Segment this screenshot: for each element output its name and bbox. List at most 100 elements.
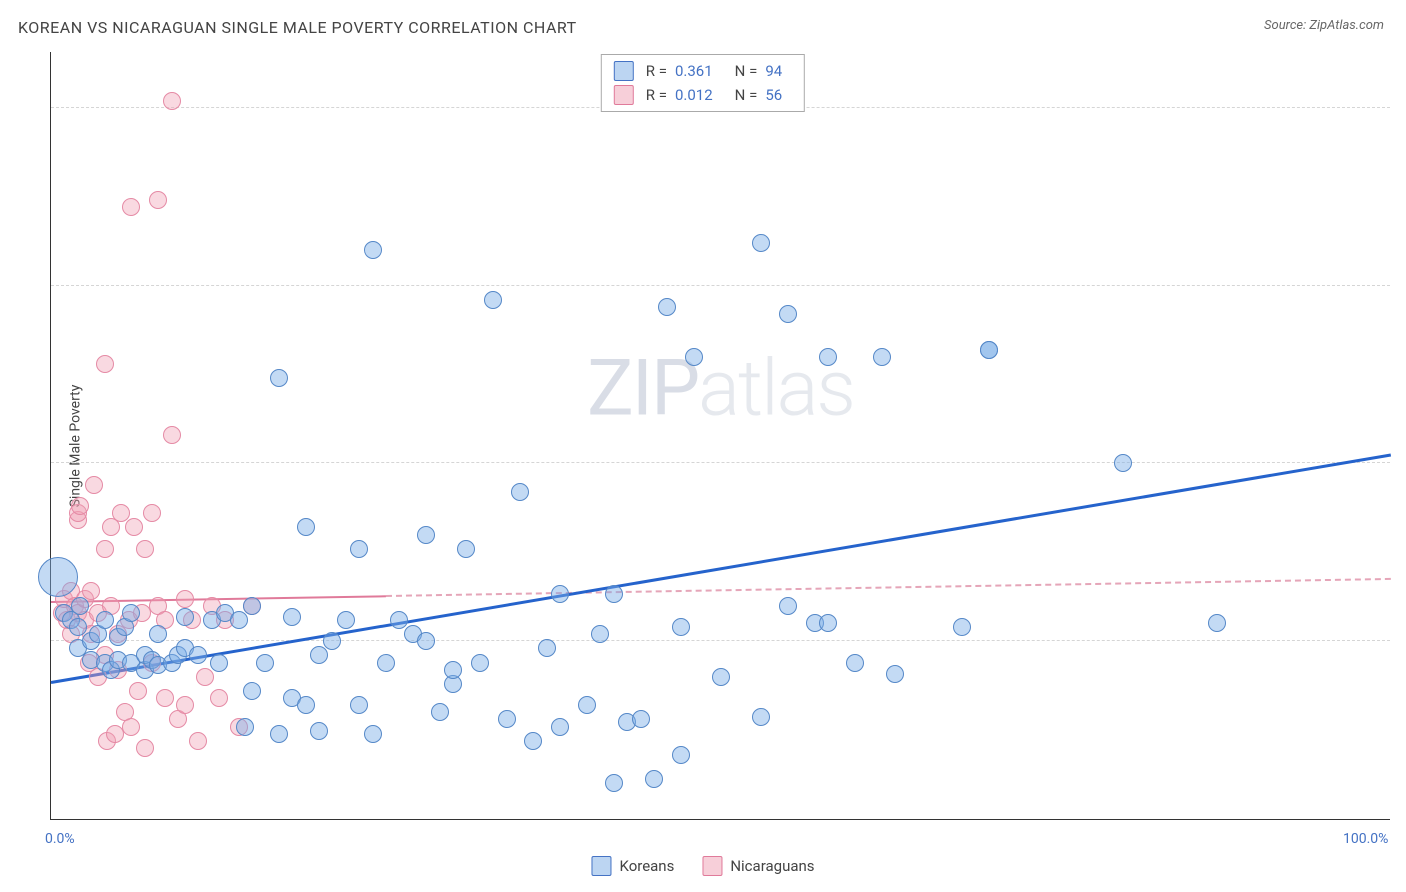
y-tick-label: 12.5% xyxy=(1397,634,1406,650)
data-point xyxy=(417,526,435,544)
data-point xyxy=(122,198,140,216)
grid-line xyxy=(51,640,1390,641)
data-point xyxy=(350,540,368,558)
data-point xyxy=(283,608,301,626)
data-point xyxy=(230,611,248,629)
data-point xyxy=(71,597,89,615)
data-point xyxy=(846,654,864,672)
data-point xyxy=(143,504,161,522)
trend-line xyxy=(51,453,1391,684)
data-point xyxy=(149,191,167,209)
data-point xyxy=(243,597,261,615)
swatch-pink-icon xyxy=(614,85,634,105)
data-point xyxy=(163,426,181,444)
data-point xyxy=(819,348,837,366)
data-point xyxy=(377,654,395,672)
stats-row-blue: R = 0.361 N = 94 xyxy=(614,59,792,83)
data-point xyxy=(96,611,114,629)
data-point xyxy=(337,611,355,629)
data-point xyxy=(176,590,194,608)
stats-legend: R = 0.361 N = 94 R = 0.012 N = 56 xyxy=(601,54,805,112)
data-point xyxy=(270,725,288,743)
data-point xyxy=(149,625,167,643)
swatch-blue-icon xyxy=(591,856,611,876)
y-tick-label: 50.0% xyxy=(1397,101,1406,117)
data-point xyxy=(69,618,87,636)
data-point xyxy=(632,710,650,728)
y-tick-label: 25.0% xyxy=(1397,456,1406,472)
x-tick-label: 0.0% xyxy=(45,831,75,847)
data-point xyxy=(210,689,228,707)
data-point xyxy=(672,618,690,636)
data-point xyxy=(471,654,489,672)
data-point xyxy=(236,718,254,736)
data-point xyxy=(136,540,154,558)
data-point xyxy=(712,668,730,686)
data-point xyxy=(270,369,288,387)
data-point xyxy=(457,540,475,558)
data-point xyxy=(163,92,181,110)
data-point xyxy=(243,682,261,700)
legend-label: Nicaraguans xyxy=(730,857,814,875)
data-point xyxy=(591,625,609,643)
data-point xyxy=(96,355,114,373)
data-point xyxy=(498,710,516,728)
data-point xyxy=(752,708,770,726)
source-attribution: Source: ZipAtlas.com xyxy=(1264,18,1384,33)
data-point xyxy=(444,661,462,679)
data-point xyxy=(578,696,596,714)
data-point xyxy=(779,305,797,323)
data-point xyxy=(364,725,382,743)
data-point xyxy=(1208,614,1226,632)
data-point xyxy=(136,739,154,757)
chart-container: KOREAN VS NICARAGUAN SINGLE MALE POVERTY… xyxy=(0,0,1406,892)
data-point xyxy=(310,646,328,664)
data-point xyxy=(122,718,140,736)
data-point xyxy=(524,732,542,750)
data-point xyxy=(112,504,130,522)
data-point xyxy=(431,703,449,721)
data-point xyxy=(779,597,797,615)
data-point xyxy=(122,604,140,622)
swatch-pink-icon xyxy=(702,856,722,876)
data-point xyxy=(323,632,341,650)
data-point xyxy=(390,611,408,629)
data-point xyxy=(38,557,78,597)
data-point xyxy=(297,518,315,536)
data-point xyxy=(85,476,103,494)
grid-line xyxy=(51,285,1390,286)
data-point xyxy=(256,654,274,672)
legend-item-koreans: Koreans xyxy=(591,856,674,876)
data-point xyxy=(886,665,904,683)
data-point xyxy=(953,618,971,636)
chart-title: KOREAN VS NICARAGUAN SINGLE MALE POVERTY… xyxy=(18,18,577,37)
data-point xyxy=(658,298,676,316)
series-legend: Koreans Nicaraguans xyxy=(591,856,814,876)
data-point xyxy=(176,608,194,626)
data-point xyxy=(350,696,368,714)
stats-row-pink: R = 0.012 N = 56 xyxy=(614,83,792,107)
plot-area: ZIPatlas 12.5%25.0%37.5%50.0%0.0%100.0% xyxy=(50,52,1390,820)
data-point xyxy=(605,774,623,792)
x-tick-label: 100.0% xyxy=(1343,831,1388,847)
data-point xyxy=(417,632,435,650)
data-point xyxy=(129,682,147,700)
data-point xyxy=(672,746,690,764)
data-point xyxy=(71,497,89,515)
data-point xyxy=(551,718,569,736)
swatch-blue-icon xyxy=(614,61,634,81)
data-point xyxy=(297,696,315,714)
data-point xyxy=(873,348,891,366)
data-point xyxy=(176,696,194,714)
data-point xyxy=(96,540,114,558)
y-tick-label: 37.5% xyxy=(1397,279,1406,295)
data-point xyxy=(125,518,143,536)
grid-line xyxy=(51,462,1390,463)
data-point xyxy=(189,646,207,664)
data-point xyxy=(196,668,214,686)
data-point xyxy=(156,689,174,707)
legend-label: Koreans xyxy=(619,857,674,875)
data-point xyxy=(189,732,207,750)
data-point xyxy=(310,722,328,740)
data-point xyxy=(980,341,998,359)
